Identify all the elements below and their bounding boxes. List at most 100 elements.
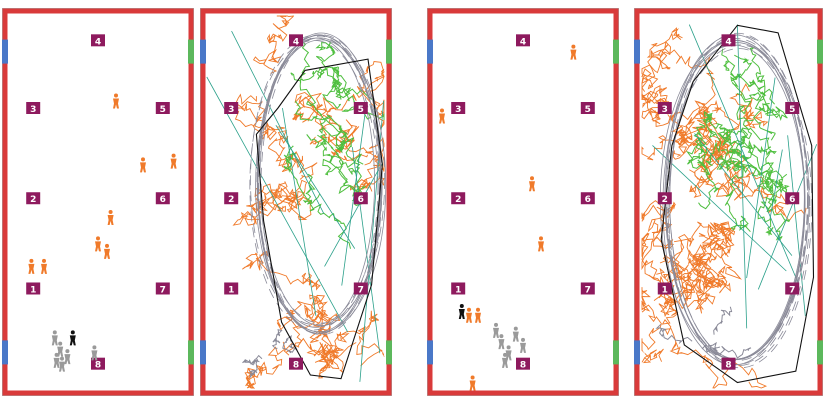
person-icon — [520, 337, 526, 353]
svg-text:3: 3 — [662, 105, 668, 115]
gray-trail — [667, 48, 811, 366]
zone-marker-1: 1 — [657, 282, 672, 295]
agents-layer — [28, 93, 177, 372]
svg-text:3: 3 — [228, 105, 234, 115]
gray-trail — [256, 37, 375, 328]
exit-mark: 0 — [9, 50, 13, 58]
trail-layer — [206, 15, 387, 390]
svg-text:5: 5 — [358, 105, 364, 115]
person-icon — [95, 236, 101, 252]
teal-trail — [769, 149, 783, 220]
orange-trail — [656, 238, 716, 314]
exit-mark: 0 — [183, 350, 187, 358]
exit-door — [613, 39, 619, 64]
green-trail — [685, 146, 720, 210]
zone-marker-6: 6 — [785, 192, 800, 205]
person-icon — [91, 345, 98, 361]
svg-text:7: 7 — [585, 285, 591, 295]
zone-marker-3: 3 — [451, 102, 466, 115]
exit-mark: 0 — [9, 350, 13, 358]
orange-trail — [710, 221, 742, 280]
zone-marker-5: 5 — [785, 102, 800, 115]
panel-canvas: 4 3 5 2 6 1 7 8 0 0 0 0 — [200, 8, 392, 396]
zone-marker-8: 8 — [516, 357, 530, 371]
svg-text:1: 1 — [30, 285, 36, 295]
green-trail — [299, 39, 343, 147]
gray-trail — [242, 357, 260, 366]
exit-door — [817, 39, 823, 64]
green-trail — [294, 100, 349, 151]
exit-mark: 0 — [207, 50, 211, 58]
svg-text:6: 6 — [585, 195, 591, 205]
orange-trail — [674, 99, 722, 154]
orange-trail — [314, 343, 344, 379]
person-icon — [57, 341, 64, 357]
svg-text:3: 3 — [30, 105, 36, 115]
zone-marker-4: 4 — [721, 34, 736, 47]
gray-trail — [709, 345, 752, 359]
gray-trail — [250, 34, 381, 326]
person-icon — [59, 356, 65, 372]
zone-marker-4: 4 — [289, 34, 303, 47]
teal-trail — [694, 133, 793, 256]
svg-text:5: 5 — [789, 105, 795, 115]
panel-canvas: 4 3 5 2 6 1 7 8 0 0 0 0 — [427, 8, 619, 396]
exit-door — [200, 39, 206, 64]
room-walls — [634, 8, 823, 396]
orange-trail — [356, 61, 385, 130]
zone-marker-1: 1 — [451, 282, 466, 295]
gray-trail — [668, 44, 813, 369]
gray-trail — [256, 34, 386, 324]
green-trail — [721, 48, 761, 102]
zone-marker-3: 3 — [26, 102, 41, 115]
orange-trail — [257, 179, 312, 221]
zone-marker-8: 8 — [721, 357, 736, 371]
zone-marker-6: 6 — [155, 192, 170, 205]
person-icon — [493, 322, 499, 338]
person-icon — [538, 236, 544, 252]
evacuation-panel-trails-1: 4 3 5 2 6 1 7 8 0 0 0 0 — [200, 8, 392, 396]
green-trail — [283, 145, 321, 205]
svg-text:1: 1 — [662, 285, 668, 295]
orange-trail — [658, 278, 701, 318]
zone-marker-1: 1 — [224, 282, 239, 295]
green-trail — [317, 133, 360, 195]
teal-trail — [324, 164, 382, 267]
person-icon — [469, 375, 476, 391]
exit-door — [634, 39, 640, 64]
room-walls — [200, 8, 392, 396]
orange-trail — [283, 312, 337, 366]
teal-trail — [688, 24, 800, 285]
teal-trail — [746, 77, 776, 279]
exit-door — [817, 340, 823, 365]
gray-trail — [255, 39, 387, 333]
svg-text:7: 7 — [789, 285, 795, 295]
person-icon — [104, 243, 110, 259]
svg-text:5: 5 — [585, 105, 591, 115]
person-icon — [113, 93, 119, 109]
teal-trail — [351, 147, 381, 354]
orange-trail — [701, 265, 731, 294]
person-icon — [466, 307, 472, 323]
zone-marker-5: 5 — [155, 102, 170, 115]
zone-marker-8: 8 — [91, 357, 105, 371]
orange-trail — [267, 129, 318, 180]
exit-door — [200, 340, 206, 365]
green-trail — [715, 149, 745, 173]
svg-text:4: 4 — [725, 37, 731, 47]
svg-text:4: 4 — [95, 37, 101, 47]
green-trail — [302, 173, 351, 249]
hull-outline — [255, 58, 383, 380]
zone-marker-7: 7 — [580, 282, 595, 295]
person-icon — [458, 304, 465, 320]
person-icon — [170, 153, 177, 169]
orange-trail — [328, 310, 385, 367]
zone-marker-7: 7 — [785, 282, 800, 295]
agents-layer — [439, 44, 577, 391]
exit-mark: 0 — [183, 50, 187, 58]
exit-mark: 0 — [812, 350, 816, 358]
orange-trail — [687, 237, 729, 302]
svg-text:2: 2 — [662, 195, 668, 205]
svg-text:8: 8 — [725, 361, 731, 371]
